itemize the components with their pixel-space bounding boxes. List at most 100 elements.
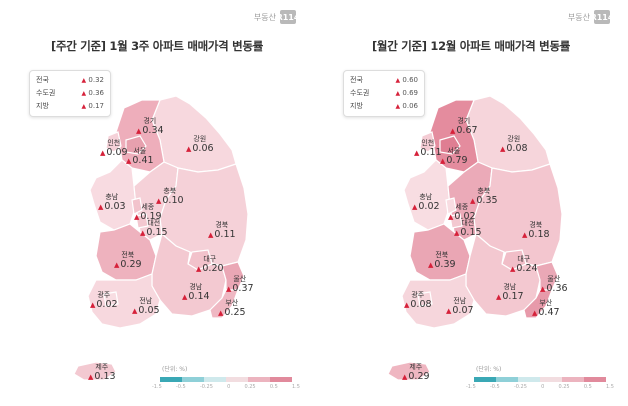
up-triangle-icon: ▲ [126,157,132,165]
region-name: 광주 [97,291,111,299]
region-daejeon [449,213,463,229]
region-value: ▲0.15 [140,227,168,238]
region-label-daejeon: 대전 ▲0.15 [140,220,168,238]
legend-swatch [496,377,518,382]
region-label-busan: 부산 ▲0.47 [532,300,560,318]
region-name: 경북 [529,221,543,229]
region-value: ▲0.14 [182,291,210,302]
region-name: 인천 [107,139,121,147]
region-value: ▲0.11 [208,229,236,240]
region-name: 경기 [457,117,471,125]
brand-text: 부동산 [253,12,276,22]
region-name: 경북 [215,221,229,229]
region-value: ▲0.06 [186,143,214,154]
up-triangle-icon: ▲ [226,285,232,293]
region-jeonnam [401,273,475,329]
legend-unit: (단위: %) [162,366,188,373]
up-triangle-icon: ▲ [496,293,502,301]
summary-box: 전국 ▲ 0.32 수도권 ▲ 0.36 지방 ▲ 0.17 [29,70,111,117]
region-label-gyeongbuk: 경북 ▲0.18 [522,222,550,240]
summary-row: 지방 ▲ 0.17 [36,100,104,113]
region-value: ▲0.13 [88,371,116,382]
region-name: 광주 [411,291,425,299]
region-sejong [445,197,457,215]
region-name: 충북 [477,187,491,195]
region-label-sejong: 세종 ▲0.02 [448,204,476,222]
summary-label: 지방 [36,102,49,110]
up-triangle-icon: ▲ [510,265,516,273]
up-triangle-icon: ▲ [182,293,188,301]
up-triangle-icon: ▲ [100,149,106,157]
up-triangle-icon: ▲ [81,103,87,110]
region-name: 부산 [539,299,553,307]
legend-bar [160,377,292,382]
region-label-ulsan: 울산 ▲0.36 [540,276,568,294]
summary-label: 수도권 [36,89,56,97]
region-daejeon [135,213,149,229]
up-triangle-icon: ▲ [136,127,142,135]
brand-logo: R114 [591,10,613,24]
region-value: ▲0.07 [446,305,474,316]
up-triangle-icon: ▲ [540,285,546,293]
region-incheon [105,131,122,153]
region-value: ▲0.37 [226,283,254,294]
up-triangle-icon: ▲ [446,307,452,315]
legend-tick: -1.5 [152,384,162,390]
region-value: ▲0.11 [414,147,442,158]
weekly-map-panel: 부동산 R114 [주간 기준] 1월 3주 아파트 매매가격 변동률 전국 ▲ … [29,10,300,390]
region-value: ▲0.25 [218,307,246,318]
summary-row: 전국 ▲ 0.32 [36,74,104,87]
region-label-gangwon: 강원 ▲0.08 [500,136,528,154]
summary-label: 전국 [350,76,363,84]
region-jeju [387,361,431,381]
summary-row: 수도권 ▲ 0.36 [36,87,104,100]
legend-tick: 0.25 [558,384,570,390]
region-gangwon [151,95,237,173]
region-label-jeonbuk: 전북 ▲0.39 [428,252,456,270]
up-triangle-icon: ▲ [88,373,94,381]
region-label-jeonbuk: 전북 ▲0.29 [114,252,142,270]
region-gwangju [417,291,433,307]
region-label-daegu: 대구 ▲0.24 [510,256,538,274]
brand-text: 부동산 [567,12,590,22]
region-name: 충북 [163,187,177,195]
region-label-ulsan: 울산 ▲0.37 [226,276,254,294]
region-label-daejeon: 대전 ▲0.15 [454,220,482,238]
up-triangle-icon: ▲ [414,149,420,157]
summary-value: 0.06 [402,102,418,110]
region-name: 전남 [139,297,153,305]
brand: 부동산 R114 [567,10,613,24]
region-value: ▲0.29 [402,371,430,382]
korea-map [387,95,563,381]
region-label-incheon: 인천 ▲0.11 [414,140,442,158]
region-value: ▲0.05 [132,305,160,316]
region-name: 대구 [517,255,531,263]
region-value: ▲0.17 [496,291,524,302]
legend-tick: -0.5 [489,384,500,390]
up-triangle-icon: ▲ [81,90,87,97]
region-value: ▲0.18 [522,229,550,240]
legend-swatch [562,377,584,382]
up-triangle-icon: ▲ [196,265,202,273]
up-triangle-icon: ▲ [404,301,410,309]
legend-swatch [204,377,226,382]
region-name: 전북 [435,251,449,259]
legend-tick: 0 [227,384,231,390]
up-triangle-icon: ▲ [90,301,96,309]
region-label-chungnam: 충남 ▲0.02 [412,194,440,212]
up-triangle-icon: ▲ [450,127,456,135]
legend-tick: -0.25 [513,384,527,390]
map-title: [월간 기준] 12월 아파트 매매가격 변동률 [371,39,571,53]
region-jeonnam [87,273,161,329]
region-label-gyeongbuk: 경북 ▲0.11 [208,222,236,240]
region-label-sejong: 세종 ▲0.19 [134,204,162,222]
region-name: 경기 [143,117,157,125]
region-name: 강원 [193,135,207,143]
brand: 부동산 R114 [253,10,299,24]
region-label-jeonnam: 전남 ▲0.07 [446,298,474,316]
region-name: 제주 [409,363,423,371]
region-value: ▲0.02 [448,211,476,222]
region-name: 강원 [507,135,521,143]
up-triangle-icon: ▲ [218,309,224,317]
region-value: ▲0.47 [532,307,560,318]
